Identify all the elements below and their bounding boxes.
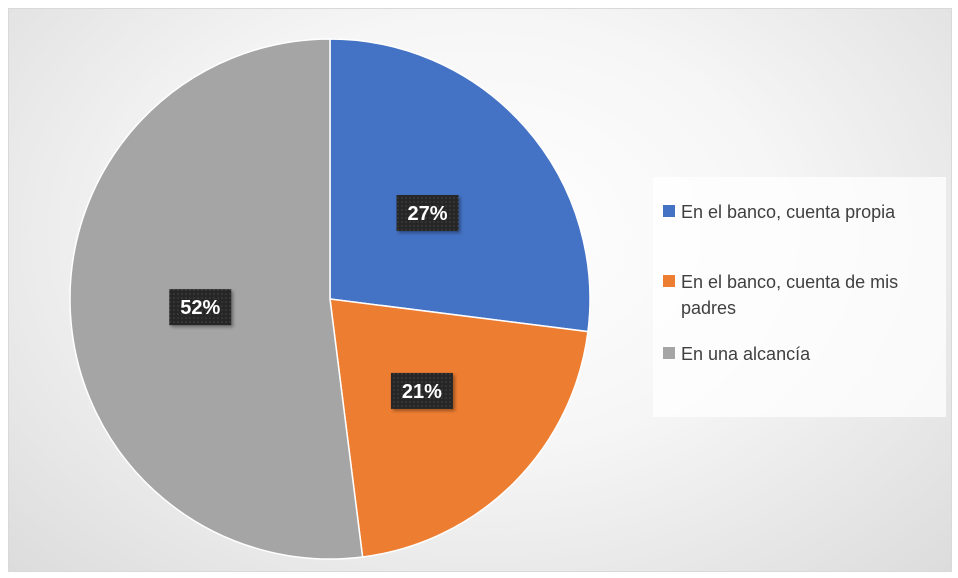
data-label-text: 27% xyxy=(407,203,447,225)
chart-area: 27% 21% 52% En el banco, cuenta propia En … xyxy=(8,8,952,572)
data-label-box xyxy=(390,372,453,409)
pie-chart: 27% 21% 52% xyxy=(69,38,591,560)
legend-label: En el banco, cuenta de mis padres xyxy=(681,272,899,318)
data-label: 27% xyxy=(396,195,459,232)
legend-swatch xyxy=(663,205,675,217)
data-label-box xyxy=(396,195,459,232)
legend-item: En el banco, cuenta de mis padres xyxy=(663,269,946,321)
legend-swatch xyxy=(663,347,675,359)
data-label-box xyxy=(169,289,232,326)
data-label-text: 21% xyxy=(402,381,442,403)
data-label: 52% xyxy=(169,289,232,326)
legend-swatch xyxy=(663,275,675,287)
data-label-text: 52% xyxy=(180,297,220,319)
data-label: 21% xyxy=(390,372,453,409)
pie-slice xyxy=(329,38,591,333)
legend-item: En una alcancía xyxy=(663,341,946,367)
pie-slice xyxy=(329,298,589,558)
legend-item: En el banco, cuenta propia xyxy=(663,199,946,225)
legend-label: En una alcancía xyxy=(681,344,811,364)
legend-label: En el banco, cuenta propia xyxy=(681,202,896,222)
legend: En el banco, cuenta propia En el banco, … xyxy=(653,177,946,417)
